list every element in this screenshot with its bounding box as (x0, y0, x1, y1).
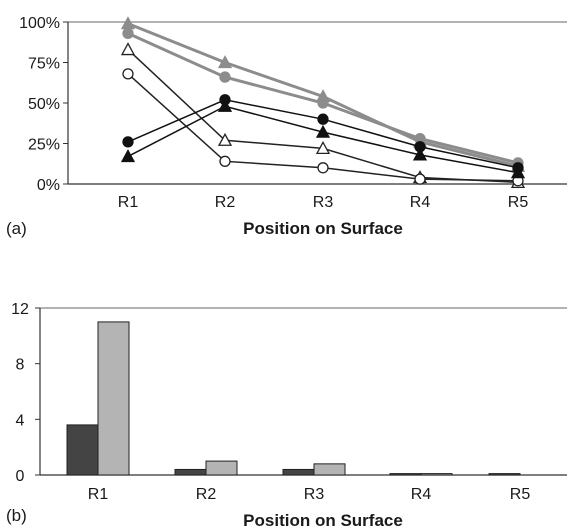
panel-a-point (219, 71, 231, 83)
panel-b-y-tick-label: 4 (16, 412, 25, 429)
panel-a-point (317, 113, 329, 125)
panel-a-point (217, 98, 233, 112)
panel-a-point (120, 42, 136, 56)
panel-a-point (412, 147, 428, 161)
panel-a-x-tick-label: R3 (313, 194, 334, 211)
panel-b-bar (205, 460, 238, 476)
panel-a: 0% 25% 50% 75% 100% R1 R2 R3 R4 R5 (a) Position … (6, 15, 567, 238)
panel-a-point (217, 55, 233, 69)
panel-b-y-tick-label: 8 (16, 357, 25, 374)
panel-a-point (120, 16, 136, 30)
panel-b-bar (313, 463, 346, 476)
panel-a-series (122, 94, 524, 174)
panel-a-point (315, 141, 331, 155)
panel-b-bar (389, 473, 422, 476)
panel-b-bar (174, 468, 207, 476)
panel-a-x-tick-label: R4 (410, 194, 431, 211)
panel-b-x-tick-label: R1 (88, 486, 109, 503)
panel-a-point (315, 124, 331, 138)
panel-a-series (120, 98, 526, 179)
panel-a-point (414, 173, 426, 185)
panel-a-x-axis-label: Position on Surface (243, 219, 403, 238)
panel-b-x-tick-label: R5 (510, 486, 531, 503)
panel-a-x-tick-label: R5 (508, 194, 529, 211)
panel-b-x-tick-label: R3 (304, 486, 325, 503)
panel-a-y-tick-label: 0% (37, 177, 60, 194)
panel-a-point (317, 97, 329, 109)
panel-b-bar (282, 468, 315, 476)
panel-b-label: (b) (6, 506, 27, 525)
panel-b-bar (488, 473, 521, 476)
panel-a-point (122, 27, 134, 39)
panel-a-point (122, 68, 134, 80)
panel-b-x-tick-label: R4 (411, 486, 432, 503)
panel-a-point (122, 136, 134, 148)
panel-a-point (120, 149, 136, 163)
panel-a-x-tick-label: R2 (215, 194, 236, 211)
panel-a-series (122, 27, 524, 169)
panel-a-label: (a) (6, 219, 27, 238)
panel-a-y-tick-label: 75% (28, 56, 60, 73)
panel-a-point (217, 132, 233, 146)
panel-b-y-tick-label: 0 (16, 468, 25, 485)
panel-b: 0 4 8 12 R1 R2 R3 R4 R5 (b) Position on Surface (6, 301, 567, 530)
panel-a-point (510, 165, 526, 179)
panel-b-x-axis-label: Position on Surface (243, 511, 403, 530)
panel-b-bar (66, 424, 99, 476)
panel-b-bar (420, 473, 453, 476)
panel-a-x-tick-label: R1 (118, 194, 139, 211)
panel-a-y-tick-label: 25% (28, 137, 60, 154)
panel-b-x-tick-label: R2 (196, 486, 217, 503)
panel-a-point (317, 162, 329, 174)
panel-a-y-tick-label: 100% (19, 15, 60, 32)
panel-a-y-tick-label: 50% (28, 96, 60, 113)
panel-a-point (219, 155, 231, 167)
panel-b-y-tick-label: 12 (11, 301, 29, 318)
panel-b-bar (97, 321, 130, 476)
